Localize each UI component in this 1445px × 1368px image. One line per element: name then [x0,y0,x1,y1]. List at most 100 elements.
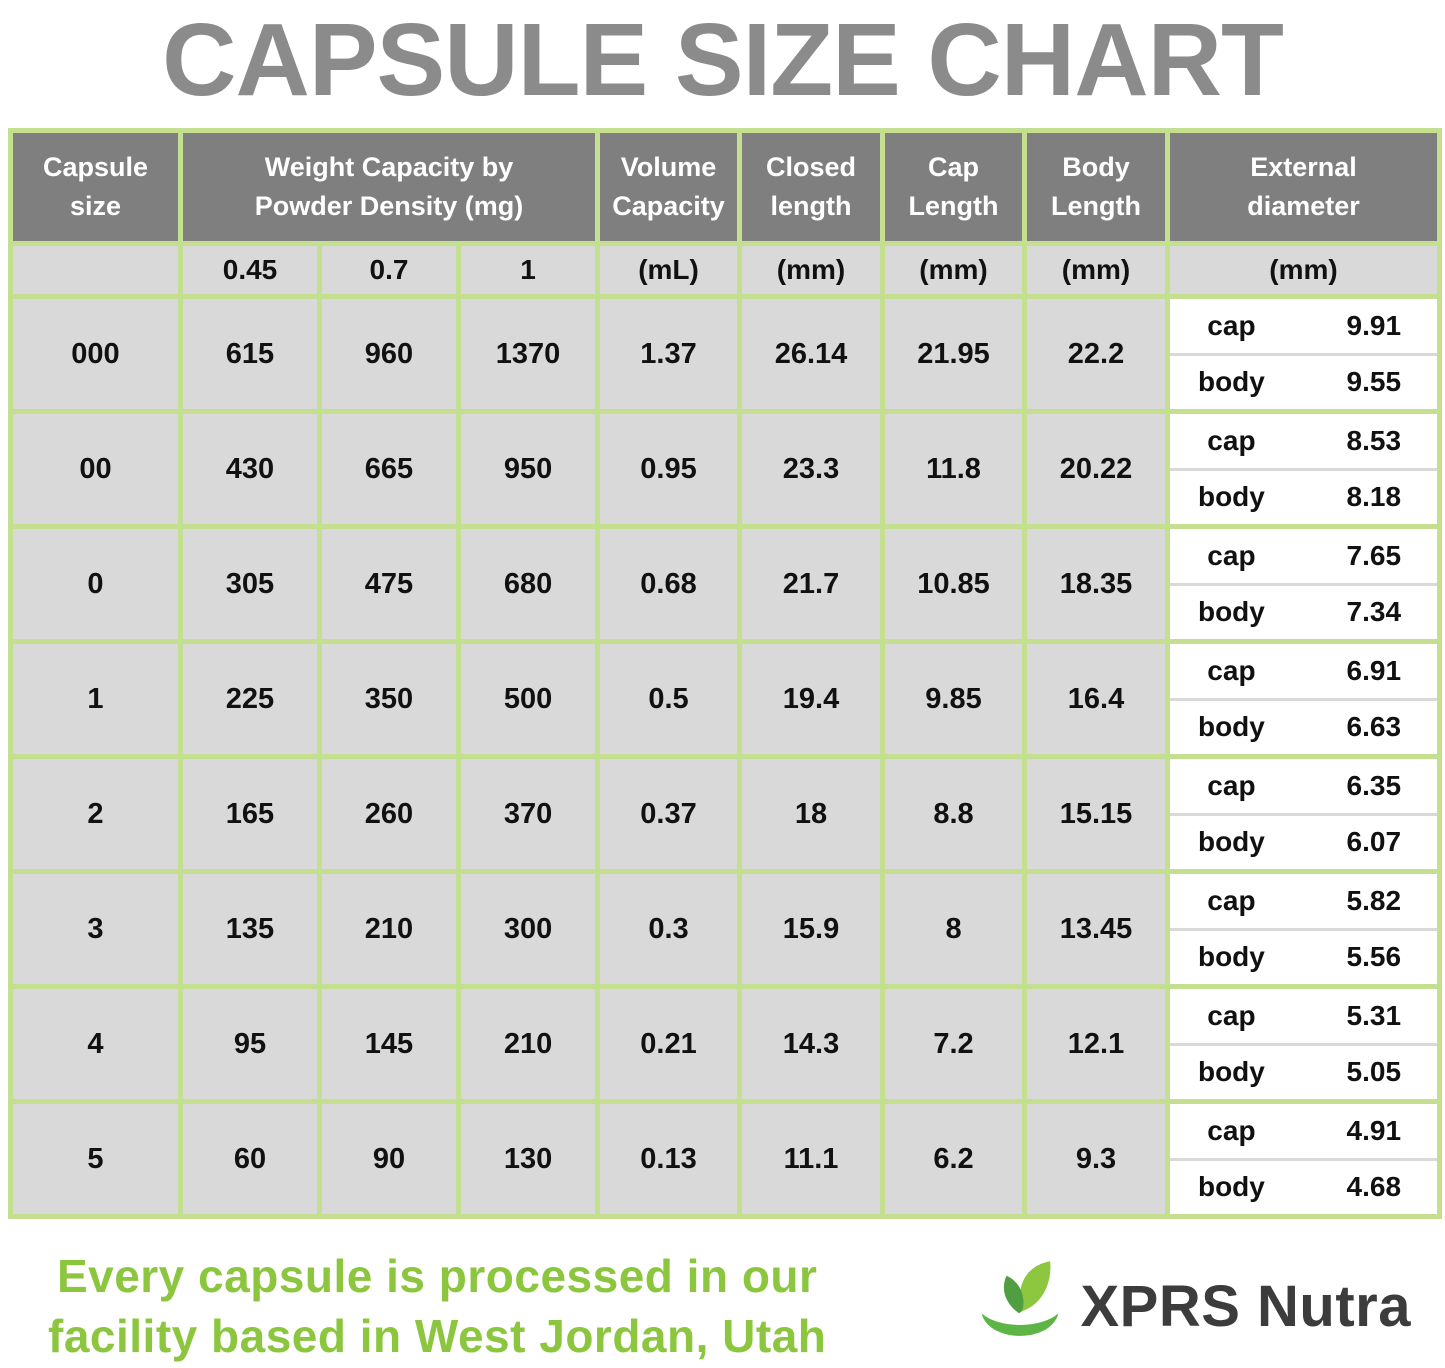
capsule-size-cell: 1 [8,639,183,760]
weight-045-cell: 430 [178,409,322,530]
volume-unit-cell: (mL) [595,241,743,300]
units-empty-cell [8,241,183,300]
closed-length-cell: 21.7 [737,524,886,645]
cap-label: cap [1207,309,1256,341]
brand-name: XPRS Nutra [1080,1274,1411,1340]
cap-label: cap [1207,999,1256,1031]
weight-1-cell: 680 [455,524,601,645]
capsule-size-cell: 4 [8,984,183,1105]
cap-length-cell: 6.2 [880,1099,1028,1220]
weight-045-cell: 305 [178,524,322,645]
weight-1-cell: 500 [455,639,601,760]
external-diameter-wrap: cap 6.91 body 6.63 [1170,644,1438,755]
external-diameter-wrap: cap 5.82 body 5.56 [1170,874,1438,985]
volume-cell: 1.37 [595,294,743,415]
capsule-size-cell: 3 [8,869,183,990]
capsule-size-table: Capsule size Weight Capacity by Powder D… [8,128,1443,1220]
external-diameter-body-row: body 5.05 [1170,1046,1437,1100]
table-row: 3 135 210 300 0.3 15.9 8 13.45 cap 5.82 body 5.56 [8,869,1443,990]
closed-length-cell: 11.1 [737,1099,886,1220]
external-diameter-wrap: cap 7.65 body 7.34 [1170,529,1438,640]
volume-cell: 0.3 [595,869,743,990]
header-capsule-size-label: Capsule size [42,152,149,222]
external-diameter-body-row: body 5.56 [1170,931,1437,985]
table-row: 5 60 90 130 0.13 11.1 6.2 9.3 cap 4.91 body 4.68 [8,1099,1443,1220]
weight-07-cell: 145 [317,984,461,1105]
density-1-cell: 1 [455,241,601,300]
weight-1-cell: 210 [455,984,601,1105]
table-row: 2 165 260 370 0.37 18 8.8 15.15 cap 6.35 body 6.07 [8,754,1443,875]
table-body: 000 615 960 1370 1.37 26.14 21.95 22.2 cap 9.91 bo… [8,294,1443,1220]
body-diameter-value: 9.55 [1346,366,1402,398]
external-diameter-cell: cap 9.91 body 9.55 [1165,294,1443,415]
header-weight-capacity: Weight Capacity by Powder Density (mg) [177,128,601,247]
cap-label: cap [1207,769,1256,801]
density-07-cell: 0.7 [317,241,461,300]
external-diameter-body-row: body 9.55 [1170,356,1437,410]
external-diameter-body-row: body 7.34 [1170,586,1437,640]
body-diameter-value: 6.07 [1346,826,1402,858]
capsule-size-cell: 2 [8,754,183,875]
closed-length-cell: 18 [737,754,886,875]
volume-cell: 0.5 [595,639,743,760]
weight-07-cell: 210 [317,869,461,990]
external-diameter-wrap: cap 8.53 body 8.18 [1170,414,1438,524]
body-length-cell: 18.35 [1022,524,1171,645]
tagline-line-2: facility based in West Jordan, Utah [48,1309,827,1362]
closed-length-cell: 26.14 [737,294,886,415]
external-diameter-cell: cap 6.35 body 6.07 [1165,754,1443,875]
cap-diameter-value: 5.82 [1346,884,1402,916]
external-diameter-cell: cap 6.91 body 6.63 [1165,639,1443,760]
external-diameter-cap-row: cap 5.82 [1170,874,1438,931]
table-row: 1 225 350 500 0.5 19.4 9.85 16.4 cap 6.91 body 6.63 [8,639,1443,760]
body-label: body [1197,711,1265,743]
header-body-length-label: Body Length [1051,152,1141,222]
page-title: CAPSULE SIZE CHART [162,2,1284,117]
external-diameter-cap-row: cap 5.31 [1170,989,1438,1046]
weight-07-cell: 475 [317,524,461,645]
capsule-size-cell: 000 [8,294,183,415]
cap-length-cell: 8 [880,869,1028,990]
volume-cell: 0.37 [595,754,743,875]
body-label: body [1197,1056,1265,1088]
body-diameter-value: 8.18 [1346,481,1402,513]
weight-045-cell: 95 [178,984,322,1105]
cap-diameter-value: 4.91 [1346,1114,1402,1146]
header-closed-length-label: Closed length [766,152,857,222]
body-label: body [1197,941,1265,973]
closed-length-cell: 19.4 [737,639,886,760]
weight-045-cell: 135 [178,869,322,990]
external-diameter-body-row: body 6.63 [1170,701,1437,755]
body-diameter-value: 4.68 [1346,1171,1402,1203]
cap-diameter-value: 7.65 [1346,539,1402,571]
body-label: body [1197,1171,1265,1203]
body-diameter-value: 6.63 [1346,711,1402,743]
external-diameter-cell: cap 8.53 body 8.18 [1165,409,1443,530]
xprs-nutra-logo: XPRS Nutra [968,1255,1411,1359]
header-row: Capsule size Weight Capacity by Powder D… [8,128,1443,247]
body-label: body [1197,481,1265,513]
external-diameter-cap-row: cap 7.65 [1170,529,1438,586]
cap-length-cell: 11.8 [880,409,1028,530]
header-weight-capacity-label: Weight Capacity by Powder Density (mg) [254,152,524,222]
body-length-cell: 15.15 [1022,754,1171,875]
body-length-cell: 13.45 [1022,869,1171,990]
header-cap-length-label: Cap Length [908,152,999,222]
body-length-cell: 22.2 [1022,294,1171,415]
weight-07-cell: 350 [317,639,461,760]
cap-label: cap [1207,1114,1256,1146]
external-diameter-cap-row: cap 6.91 [1170,644,1438,701]
weight-045-cell: 225 [178,639,322,760]
footer: Every capsule is processed in our facili… [0,1247,1445,1367]
header-volume-capacity: Volume Capacity [595,128,743,247]
body-diameter-value: 5.05 [1346,1056,1402,1088]
closed-unit-cell: (mm) [737,241,886,300]
capsule-size-cell: 5 [8,1099,183,1220]
external-diameter-wrap: cap 4.91 body 4.68 [1170,1104,1438,1214]
weight-045-cell: 615 [178,294,322,415]
body-label: body [1197,596,1265,628]
weight-07-cell: 960 [317,294,461,415]
header-body-length: Body Length [1022,128,1171,247]
body-length-cell: 16.4 [1022,639,1171,760]
